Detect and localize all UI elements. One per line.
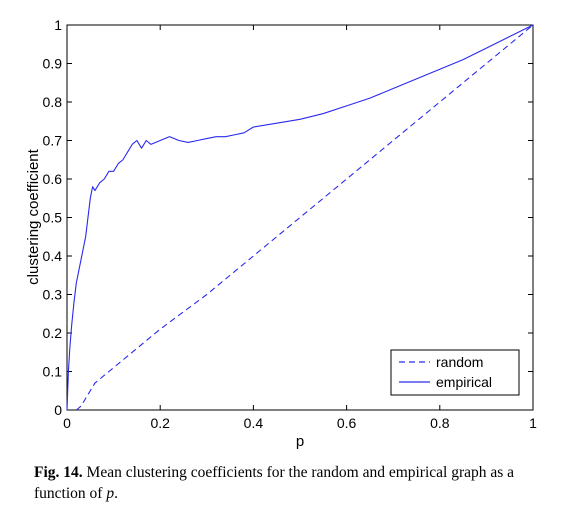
chart: 0 0.1 0.2 0.3 0.4 0.5 0.6 0.7 0.8 0.9 1 0 0.2 0.4 0.6… (25, 17, 537, 450)
x-tick-label: 0.8 (430, 415, 450, 431)
x-axis-label: p (296, 433, 304, 450)
caption-variable: p (106, 485, 115, 502)
y-axis-label: clustering coefficient (25, 148, 42, 284)
caption-text-end: . (114, 485, 118, 502)
series-line-random (75, 24, 534, 411)
x-tick-label: 1 (529, 415, 537, 431)
x-tick-label: 0.4 (244, 415, 264, 431)
y-tick-label: 0.7 (43, 133, 63, 149)
legend-label-random: random (436, 354, 483, 370)
y-tick-label: 0.8 (43, 94, 63, 110)
x-tick-label: 0.6 (337, 415, 357, 431)
legend-box (390, 349, 520, 396)
plot-area (66, 24, 534, 411)
series-line-empirical (66, 24, 534, 411)
y-tick-label: 0 (54, 402, 62, 418)
y-axis: 0 0.1 0.2 0.3 0.4 0.5 0.6 0.7 0.8 0.9 1 (43, 17, 533, 418)
y-tick-label: 0.6 (43, 171, 63, 187)
y-tick-label: 0.4 (43, 248, 63, 264)
series-layer (66, 24, 534, 411)
legend-label-empirical: empirical (436, 374, 492, 390)
y-tick-label: 0.2 (43, 325, 63, 341)
y-tick-label: 0.1 (43, 364, 63, 380)
y-tick-label: 1 (54, 17, 62, 33)
x-axis: 0 0.2 0.4 0.6 0.8 1 (63, 25, 537, 431)
caption-text: Mean clustering coefficients for the ran… (34, 464, 515, 502)
y-tick-label: 0.9 (43, 56, 63, 72)
x-tick-label: 0.2 (150, 415, 170, 431)
legend: random empirical (390, 349, 520, 396)
y-tick-label: 0.3 (43, 287, 63, 303)
figure-caption: Fig. 14. Mean clustering coefficients fo… (34, 462, 534, 504)
y-tick-label: 0.5 (43, 210, 63, 226)
x-tick-label: 0 (63, 415, 71, 431)
caption-figure-label: Fig. 14. (34, 464, 83, 481)
